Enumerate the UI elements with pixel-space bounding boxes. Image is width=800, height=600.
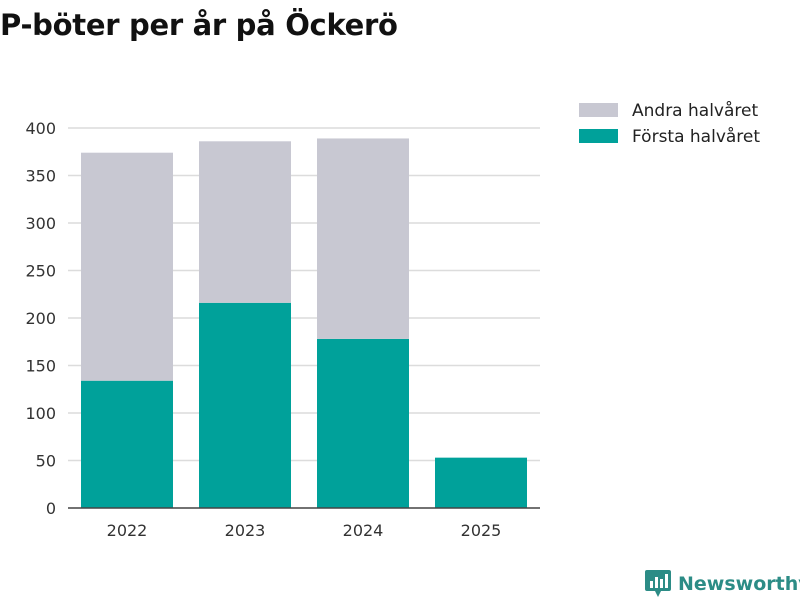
- x-tick-label: 2025: [461, 521, 502, 540]
- legend: Andra halvåret Första halvåret: [579, 100, 760, 147]
- x-tick-label: 2023: [225, 521, 266, 540]
- y-tick-label: 400: [25, 119, 56, 138]
- x-axis: 2022 2023 2024 2025: [107, 521, 502, 540]
- legend-label: Första halvåret: [632, 126, 760, 147]
- bars: [81, 138, 527, 508]
- y-tick-label: 350: [25, 167, 56, 186]
- legend-swatch: [579, 129, 618, 143]
- y-tick-label: 300: [25, 214, 56, 233]
- bar-2022-andra: [81, 152, 173, 381]
- x-tick-label: 2022: [107, 521, 148, 540]
- y-tick-label: 0: [46, 499, 56, 518]
- bar-2023-andra: [199, 141, 291, 303]
- legend-label: Andra halvåret: [632, 100, 758, 121]
- bar-2022-forsta: [81, 380, 173, 508]
- bar-2024-andra: [317, 138, 409, 339]
- y-tick-label: 50: [36, 452, 56, 471]
- bar-2024-forsta: [317, 338, 409, 508]
- bar-2023-forsta: [199, 302, 291, 508]
- x-tick-label: 2024: [343, 521, 384, 540]
- newsworthy-brand: Newsworthy: [644, 569, 800, 599]
- y-tick-label: 150: [25, 357, 56, 376]
- bar-chart-badge-icon: [645, 570, 671, 597]
- legend-swatch: [579, 103, 618, 117]
- brand-name: Newsworthy: [678, 573, 800, 595]
- bar-2025-forsta: [435, 457, 527, 508]
- y-tick-label: 100: [25, 404, 56, 423]
- chart-title: P-böter per år på Öckerö: [0, 8, 398, 42]
- y-axis: 0 50 100 150 200 250 300 350 400: [25, 119, 56, 518]
- y-tick-label: 200: [25, 309, 56, 328]
- y-tick-label: 250: [25, 262, 56, 281]
